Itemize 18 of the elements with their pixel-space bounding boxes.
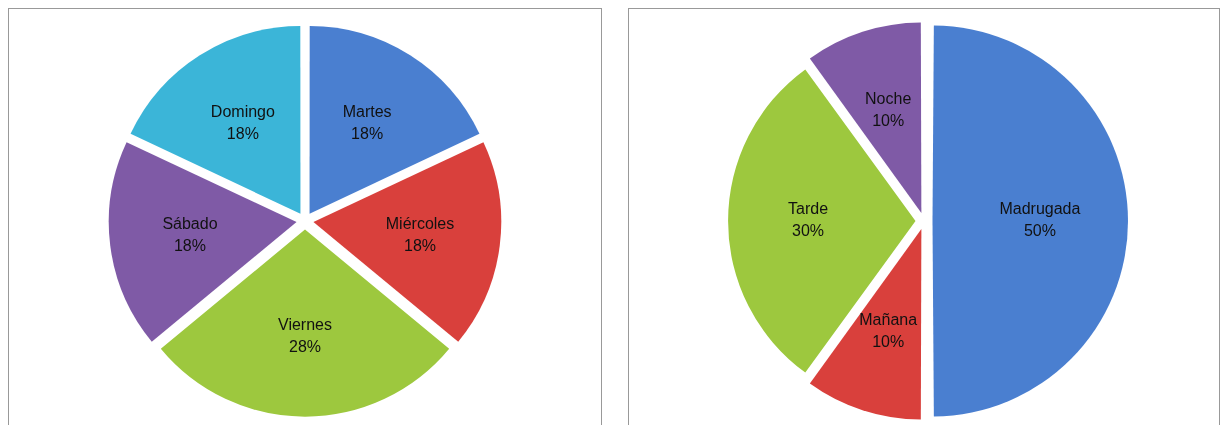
slice-label: Madrugada: [999, 200, 1081, 218]
slice-label: Martes: [342, 102, 392, 120]
data-label: 18%: [226, 124, 259, 142]
data-label: 30%: [792, 222, 825, 240]
data-label: 10%: [872, 112, 905, 130]
slice-label: Noche: [865, 90, 912, 108]
data-label: 10%: [872, 332, 905, 350]
data-label: 28%: [288, 338, 322, 356]
slice-label: Viernes: [278, 316, 332, 334]
slice-label: Tarde: [788, 200, 829, 218]
slice-label: Mañana: [859, 310, 918, 328]
slice-label: Miércoles: [385, 214, 455, 232]
data-label: 18%: [404, 236, 437, 254]
slice-label: Sábado: [162, 214, 218, 232]
data-label: 18%: [351, 124, 384, 142]
data-label: 50%: [1023, 222, 1056, 240]
slice-label: Domingo: [210, 102, 275, 120]
data-label: 18%: [173, 236, 206, 254]
